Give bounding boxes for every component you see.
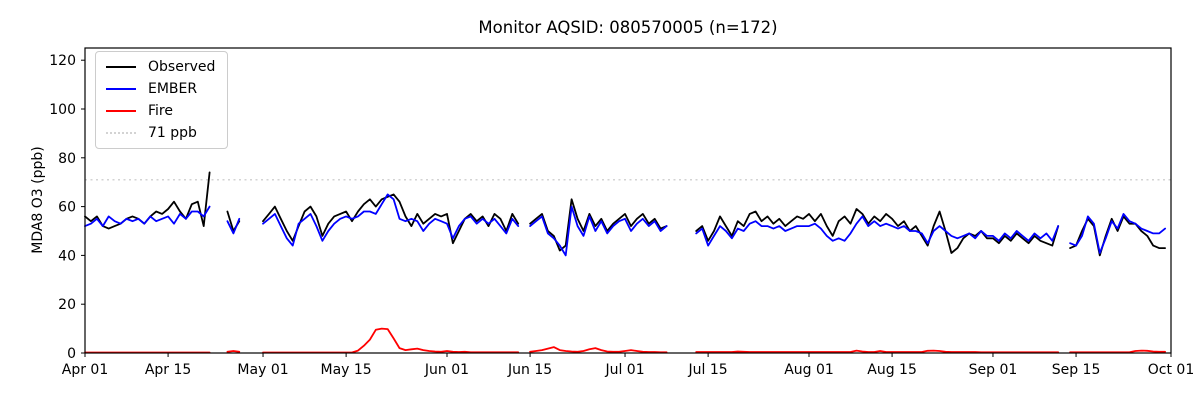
y-tick-label: 60 <box>58 200 76 216</box>
x-tick-label: May 01 <box>237 362 288 378</box>
series-observed-line <box>529 198 668 252</box>
chart-title: Monitor AQSID: 080570005 (n=172) <box>478 18 778 37</box>
x-tick-label: Aug 15 <box>867 362 917 378</box>
series-ember-line <box>695 215 1060 247</box>
x-tick-label: Sep 15 <box>1052 362 1101 378</box>
series-observed-line <box>1069 215 1166 257</box>
y-tick-label: 120 <box>49 53 76 69</box>
series-ember-line <box>262 193 520 247</box>
series-fire-line <box>529 346 668 354</box>
series-ember-line <box>1069 212 1166 254</box>
series-ember-line <box>529 205 668 257</box>
series-ember-line <box>226 217 241 235</box>
x-tick-label: May 15 <box>321 362 372 378</box>
series-fire-line <box>262 327 520 354</box>
legend-item-threshold: 71 ppb <box>106 125 215 141</box>
legend-item-fire: Fire <box>106 103 215 119</box>
x-tick-label: Apr 01 <box>62 362 108 378</box>
x-tick-label: Jun 15 <box>507 362 552 378</box>
x-tick-label: Jun 01 <box>424 362 469 378</box>
y-tick-label: 100 <box>49 102 76 118</box>
x-tick-label: Jul 15 <box>688 362 728 378</box>
x-tick-label: Jul 01 <box>604 362 644 378</box>
plot-frame <box>84 47 1172 354</box>
fire-line-icon <box>106 110 136 112</box>
x-tick-label: Apr 15 <box>145 362 191 378</box>
y-tick-label: 80 <box>58 151 76 167</box>
series-fire-line <box>1069 349 1166 354</box>
legend-label-threshold: 71 ppb <box>148 125 197 141</box>
legend-label-observed: Observed <box>148 59 216 75</box>
legend-item-observed: Observed <box>106 59 215 75</box>
legend-item-ember: EMBER <box>106 81 215 97</box>
y-tick-label: 20 <box>58 297 76 313</box>
legend-label-fire: Fire <box>148 103 173 119</box>
series-observed-line <box>262 193 520 245</box>
x-tick-label: Oct 01 <box>1148 362 1194 378</box>
y-tick-label: 40 <box>58 248 76 264</box>
x-tick-label: Aug 01 <box>784 362 834 378</box>
series-fire-line <box>695 349 1060 354</box>
threshold-line-icon <box>106 132 136 134</box>
y-tick-label: 0 <box>67 346 76 362</box>
series-fire-line <box>226 350 241 353</box>
legend-label-ember: EMBER <box>148 81 198 97</box>
ember-line-icon <box>106 88 136 90</box>
x-tick-label: Sep 01 <box>969 362 1018 378</box>
observed-line-icon <box>106 66 136 68</box>
series-ember-line <box>84 205 211 228</box>
series-observed-line <box>695 208 1060 254</box>
legend: Observed EMBER Fire 71 ppb <box>95 51 229 149</box>
